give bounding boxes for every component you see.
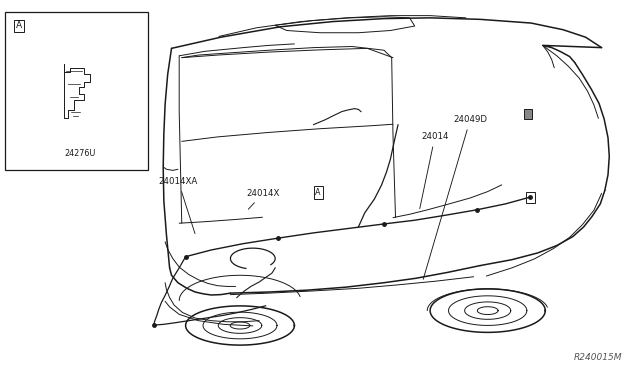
Text: 24049D: 24049D [423, 115, 487, 279]
Bar [526, 192, 535, 203]
Bar [5, 12, 148, 170]
Text: A: A [16, 22, 22, 31]
Text: 24014: 24014 [420, 132, 449, 209]
Text: 24014XA: 24014XA [159, 177, 198, 234]
Text: A: A [316, 188, 321, 197]
Bar [524, 109, 531, 119]
Text: R240015M: R240015M [573, 353, 622, 362]
Text: 24276U: 24276U [64, 150, 96, 158]
Text: 24014X: 24014X [246, 189, 280, 209]
